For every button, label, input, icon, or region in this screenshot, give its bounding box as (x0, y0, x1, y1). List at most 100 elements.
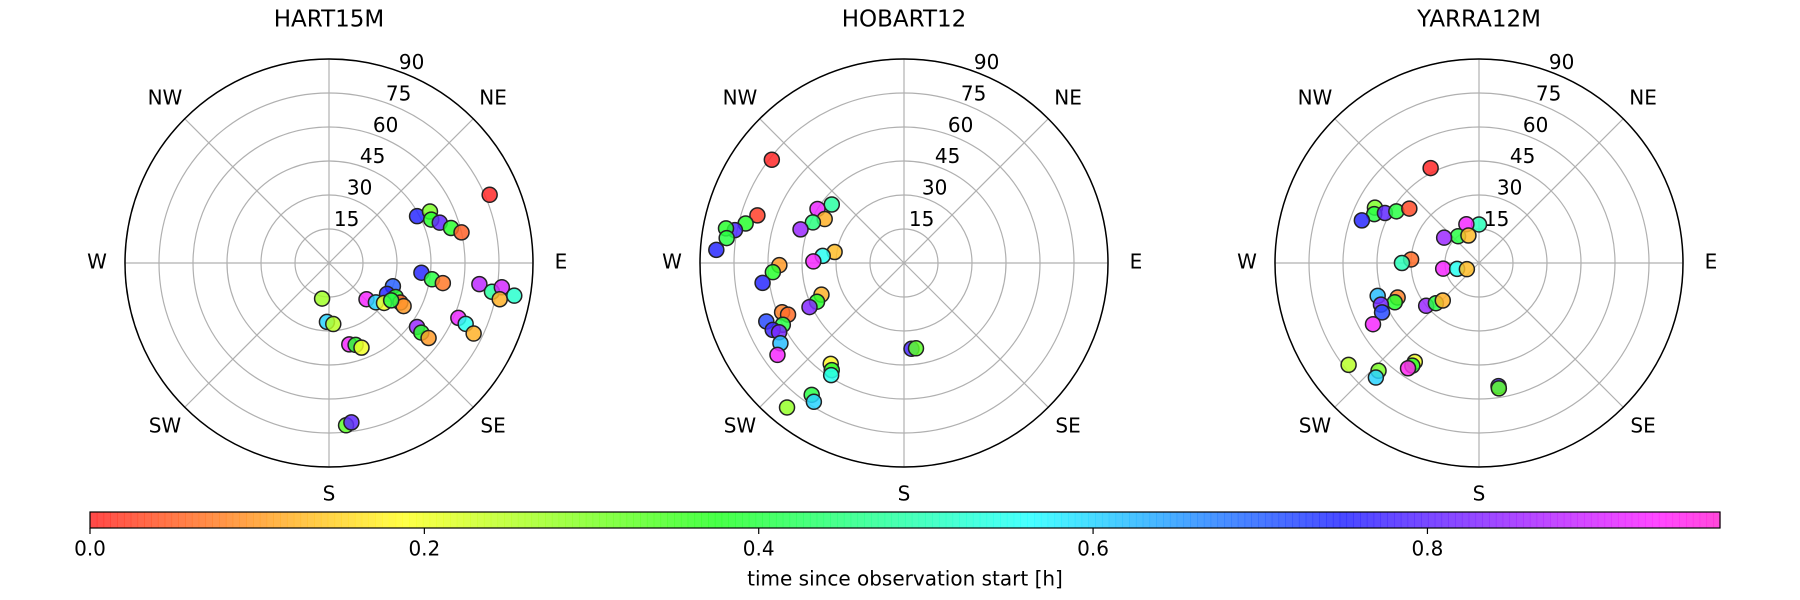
colorbar-segment (803, 512, 811, 528)
colorbar-segment (640, 512, 648, 528)
data-point (1367, 369, 1385, 386)
colorbar-segment (633, 512, 641, 528)
data-point (1435, 229, 1453, 246)
data-point (382, 292, 400, 309)
colorbar-segment (157, 512, 166, 528)
colorbar-segment (843, 512, 852, 528)
direction-label: SE (1630, 414, 1655, 438)
colorbar-segment (945, 512, 954, 528)
colorbar-segment (280, 512, 288, 528)
direction-label: SW (1299, 414, 1332, 438)
colorbar-segment (646, 512, 655, 528)
data-point (325, 315, 342, 333)
colorbar-segment (1536, 512, 1545, 528)
r-tick-label: 60 (373, 113, 398, 137)
direction-label: E (1130, 250, 1143, 274)
colorbar-segment (1251, 512, 1259, 528)
colorbar-segment (334, 512, 342, 528)
r-tick-label: 90 (974, 50, 999, 74)
data-point (506, 287, 523, 304)
colorbar-segment (1258, 512, 1266, 528)
colorbar-segment (1509, 512, 1517, 528)
colorbar-segment (789, 512, 797, 528)
colorbar-segment (653, 512, 662, 528)
direction-label: SW (724, 414, 757, 438)
colorbar-segment (1095, 512, 1103, 528)
colorbar-segment (1047, 512, 1056, 528)
colorbar-segment (123, 512, 132, 528)
colorbar-segment (606, 512, 614, 528)
data-point (804, 214, 822, 231)
data-point (749, 207, 766, 224)
r-tick-label: 90 (1549, 50, 1574, 74)
colorbar-segment (490, 512, 499, 528)
grid-spoke (759, 262, 905, 408)
colorbar-segment (402, 512, 410, 528)
colorbar-segment (809, 512, 818, 528)
direction-label: S (1473, 482, 1486, 506)
colorbar-segment (1068, 512, 1076, 528)
colorbar-segment (1217, 512, 1225, 528)
colorbar-segment (151, 512, 159, 528)
colorbar-segment (1516, 512, 1524, 528)
r-tick-label: 75 (386, 81, 411, 105)
colorbar-segment (307, 512, 315, 528)
data-point (1460, 227, 1477, 244)
colorbar-segment (246, 512, 254, 528)
colorbar-segment (626, 512, 634, 528)
data-point (343, 414, 360, 431)
colorbar-segment (837, 512, 845, 528)
colorbar-segment (619, 512, 628, 528)
direction-label: NW (1298, 85, 1333, 109)
colorbar-segment (1190, 512, 1198, 528)
colorbar-segment (911, 512, 920, 528)
data-point (1399, 359, 1417, 377)
colorbar-segment (273, 512, 281, 528)
colorbar-segment (110, 512, 118, 528)
data-point (764, 263, 782, 281)
colorbar-segment (938, 512, 947, 528)
colorbar-segment (1706, 512, 1714, 528)
colorbar-segment (1448, 512, 1456, 528)
colorbar-segment (117, 512, 125, 528)
colorbar-segment (1237, 512, 1246, 528)
colorbar-segment (1231, 512, 1239, 528)
colorbar-segment (361, 512, 370, 528)
colorbar-segment (1699, 512, 1708, 528)
grid-spoke (1478, 118, 1624, 264)
colorbar-segment (694, 512, 702, 528)
colorbar-segment (341, 512, 349, 528)
colorbar-segment (1298, 512, 1307, 528)
data-point (471, 275, 488, 293)
data-point (805, 393, 823, 411)
colorbar-segment (782, 512, 791, 528)
colorbar-segment (1224, 512, 1232, 528)
grid-spoke (184, 118, 330, 264)
colorbar-segment (1577, 512, 1585, 528)
colorbar-segment (483, 512, 492, 528)
colorbar-segment (504, 512, 512, 528)
colorbar-segment (572, 512, 580, 528)
data-point (491, 291, 508, 308)
colorbar-segment (762, 512, 770, 528)
colorbar-segment (171, 512, 179, 528)
r-tick-label: 45 (935, 144, 960, 168)
r-tick-label: 60 (1523, 113, 1548, 137)
colorbar-segment (742, 512, 750, 528)
colorbar-segment (368, 512, 376, 528)
data-point (1386, 294, 1404, 311)
colorbar-segment (1523, 512, 1531, 528)
direction-label: S (323, 482, 336, 506)
colorbar-segment (1679, 512, 1687, 528)
colorbar-segment (253, 512, 261, 528)
colorbar-segment (687, 512, 696, 528)
colorbar-segment (1156, 512, 1164, 528)
direction-label: NE (1629, 85, 1657, 109)
colorbar-segment (1292, 512, 1300, 528)
colorbar-segment (90, 512, 98, 528)
colorbar-segment (952, 512, 960, 528)
polar-frame (124, 58, 534, 468)
colorbar-segment (436, 512, 444, 528)
grid-spoke (903, 262, 1049, 408)
colorbar-tick-label: 0.0 (74, 537, 106, 561)
